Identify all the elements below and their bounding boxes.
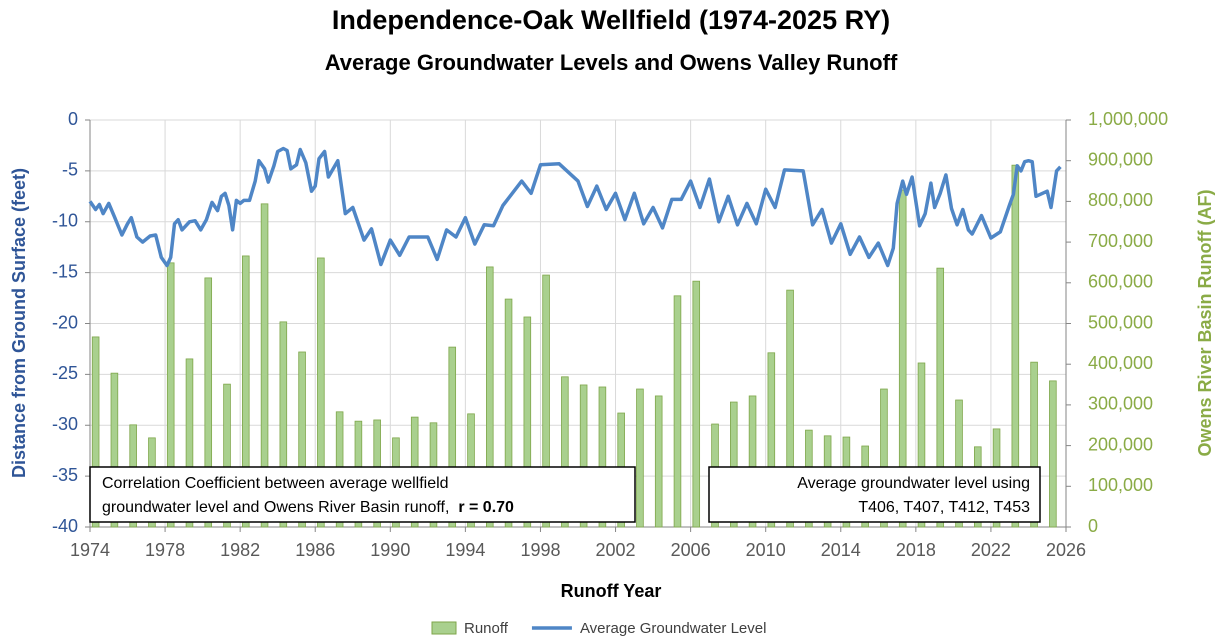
bar <box>692 280 701 528</box>
x-tick-label: 2022 <box>971 540 1011 560</box>
y2-tick-label: 200,000 <box>1088 434 1153 454</box>
x-tick-label: 2002 <box>596 540 636 560</box>
y-tick-label: -20 <box>52 312 78 332</box>
x-tick-label: 1990 <box>370 540 410 560</box>
x-tick-label: 2026 <box>1046 540 1086 560</box>
y-tick-label: -30 <box>52 414 78 434</box>
y-tick-label: -25 <box>52 363 78 383</box>
bar <box>110 372 119 528</box>
x-tick-label: 2014 <box>821 540 861 560</box>
bar <box>936 267 945 528</box>
bar <box>786 289 794 528</box>
y2-tick-label: 1,000,000 <box>1088 109 1168 129</box>
annotation-line: Average groundwater level using <box>797 475 1030 492</box>
annotation-text: T406, T407, T412, T453 <box>858 499 1030 516</box>
x-tick-label: 2006 <box>671 540 711 560</box>
y-tick-label: -10 <box>52 211 78 231</box>
x-tick-label: 1998 <box>520 540 560 560</box>
x-tick-label: 1978 <box>145 540 185 560</box>
bar <box>486 266 494 528</box>
bar <box>1011 164 1020 528</box>
legend-swatch <box>431 621 457 635</box>
y-tick-label: -15 <box>52 261 78 281</box>
x-tick-label: 1982 <box>220 540 260 560</box>
bar <box>917 362 926 528</box>
bar <box>279 321 288 528</box>
y2-tick-label: 300,000 <box>1088 394 1153 414</box>
bar <box>598 386 607 528</box>
bar <box>955 399 963 528</box>
x-tick-label: 1974 <box>70 540 110 560</box>
chart-title: Independence-Oak Wellfield (1974-2025 RY… <box>332 5 890 35</box>
bar <box>298 351 306 528</box>
y2-axis-title: Owens River Basin Runoff (AF) <box>1195 189 1215 456</box>
x-tick-label: 2018 <box>896 540 936 560</box>
bar <box>242 255 250 528</box>
bar <box>542 274 550 528</box>
bar <box>1049 380 1057 528</box>
y-axis-title: Distance from Ground Surface (feet) <box>9 168 29 478</box>
y2-tick-label: 500,000 <box>1088 312 1153 332</box>
annotation-text: Correlation Coefficient between average … <box>102 475 449 492</box>
annotation-text: groundwater level and Owens River Basin … <box>102 499 514 516</box>
bar <box>730 401 738 528</box>
y2-tick-label: 600,000 <box>1088 272 1153 292</box>
y-tick-label: -35 <box>52 465 78 485</box>
bar <box>317 257 325 528</box>
bar <box>185 358 194 528</box>
x-axis-title: Runoff Year <box>561 581 662 601</box>
legend-label: Average Groundwater Level <box>580 620 767 637</box>
y-tick-label: 0 <box>68 109 78 129</box>
y2-tick-label: 700,000 <box>1088 231 1153 251</box>
bar <box>880 388 888 528</box>
x-tick-label: 2010 <box>746 540 786 560</box>
bar <box>898 189 907 528</box>
bar <box>579 384 588 528</box>
bar <box>767 352 776 528</box>
bar <box>204 277 213 528</box>
y2-tick-label: 400,000 <box>1088 353 1153 373</box>
bar <box>748 395 757 528</box>
y2-tick-label: 900,000 <box>1088 149 1153 169</box>
bar <box>91 336 100 528</box>
bar <box>166 262 175 528</box>
y2-tick-label: 100,000 <box>1088 475 1153 495</box>
bar <box>523 316 532 528</box>
line <box>88 146 1062 268</box>
annotation-line: T406, T407, T412, T453 <box>858 499 1030 516</box>
bar <box>260 203 269 528</box>
annotation-emphasis: r = 0.70 <box>458 499 514 516</box>
chart-subtitle: Average Groundwater Levels and Owens Val… <box>325 50 898 75</box>
x-tick-label: 1994 <box>445 540 485 560</box>
bar <box>654 395 663 528</box>
annotation-line: groundwater level and Owens River Basin … <box>102 499 449 516</box>
y2-tick-label: 0 <box>1088 516 1098 536</box>
x-tick-label: 1986 <box>295 540 335 560</box>
bar <box>448 346 457 528</box>
annotation-box <box>708 466 1041 523</box>
y-tick-label: -40 <box>52 516 78 536</box>
y2-tick-label: 800,000 <box>1088 190 1153 210</box>
legend-label: Runoff <box>464 620 509 637</box>
bar <box>673 295 682 528</box>
bar <box>223 383 231 528</box>
bar <box>636 388 644 528</box>
annotation-line: Correlation Coefficient between average … <box>102 475 449 492</box>
annotation-text: Average groundwater level using <box>797 475 1030 492</box>
bar <box>561 376 569 528</box>
annotation-box <box>89 466 636 523</box>
bar <box>1030 361 1038 528</box>
bar <box>504 298 513 528</box>
y-tick-label: -5 <box>62 160 78 180</box>
